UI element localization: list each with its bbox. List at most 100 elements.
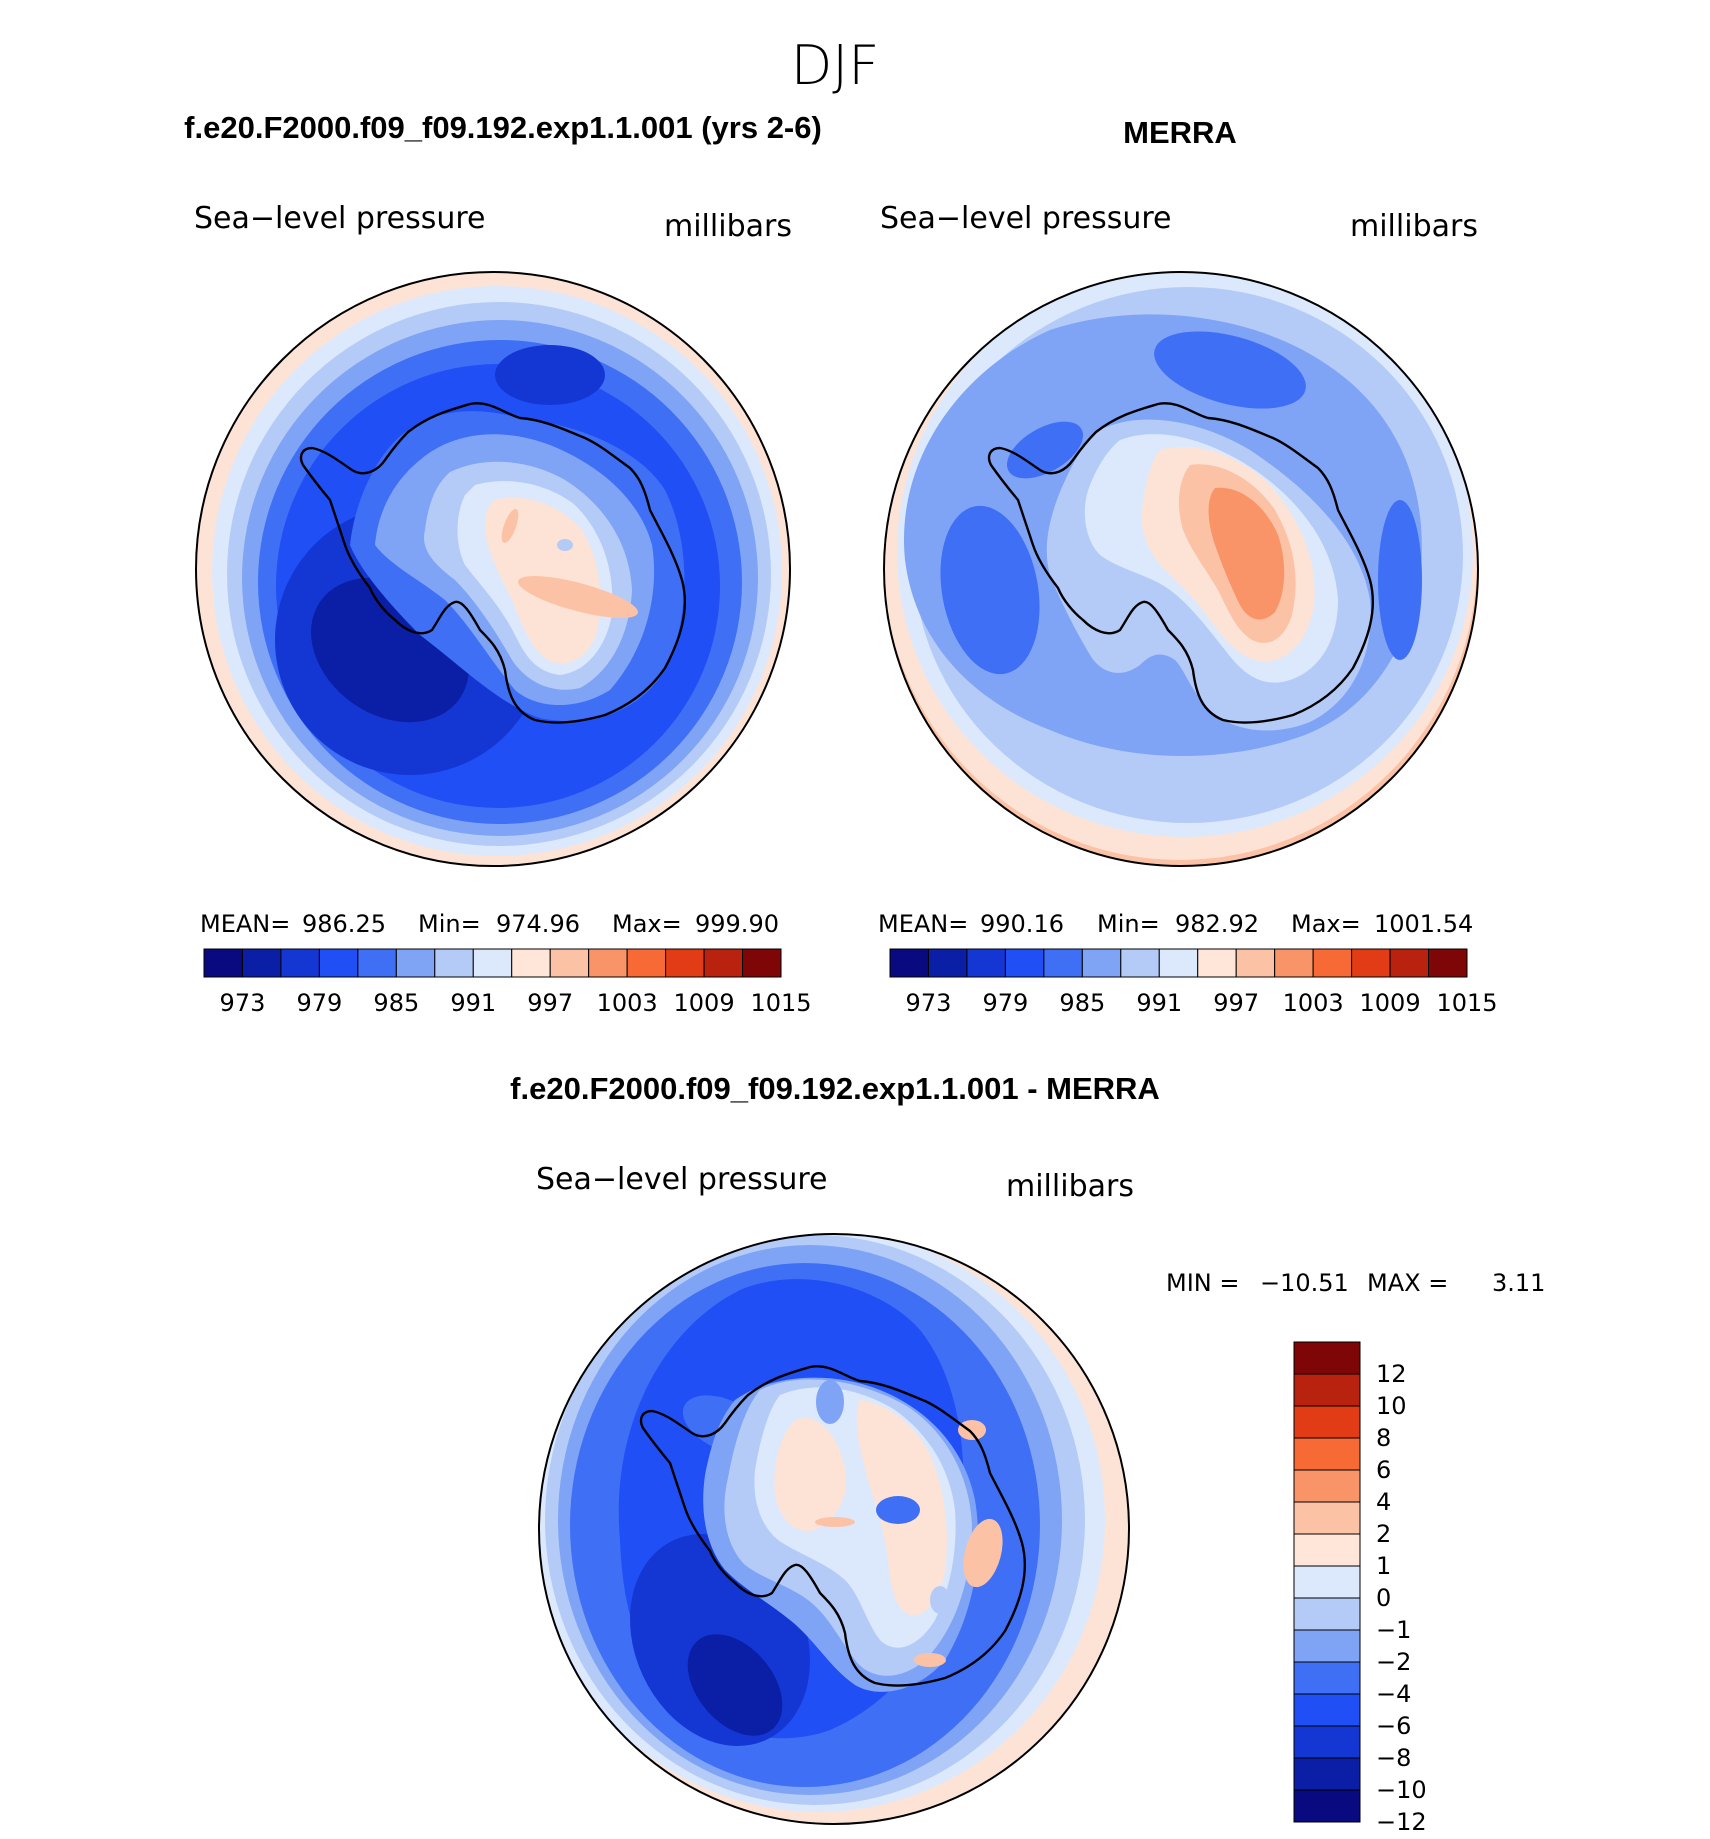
obs-map [884, 272, 1478, 866]
model-map [196, 272, 790, 866]
season-title: DJF [791, 34, 880, 97]
obs-colorbar: 973 979 985 991 997 1003 1009 1015 [889, 948, 1498, 1017]
obs-units-label: millibars [1350, 209, 1478, 244]
diff-colorbar-swatch [1293, 1757, 1361, 1791]
obs-colorbar-tick-label: 973 [906, 989, 952, 1017]
obs-colorbar-tick-label: 991 [1136, 989, 1182, 1017]
model-colorbar: 973 979 985 991 997 1003 1009 1015 [203, 948, 812, 1017]
diff-stats: MIN = −10.51 MAX = 3.11 [1166, 1269, 1545, 1297]
obs-colorbar-swatch [966, 948, 1006, 978]
obs-colorbar-swatch [1158, 948, 1199, 978]
obs-colorbar-swatch [1428, 948, 1468, 978]
model-units-label: millibars [664, 209, 792, 244]
diff-colorbar-swatch [1293, 1565, 1361, 1599]
obs-colorbar-tick-label: 979 [982, 989, 1028, 1017]
diff-colorbar-swatch [1293, 1501, 1361, 1535]
model-colorbar-swatch [626, 948, 667, 978]
diff-colorbar-swatch [1293, 1725, 1361, 1759]
obs-min-label: Min= [1097, 910, 1160, 938]
diff-colorbar-swatch [1293, 1629, 1361, 1663]
model-colorbar-swatch [357, 948, 397, 978]
model-colorbar-tick-label: 1015 [750, 989, 811, 1017]
diff-colorbar-swatch [1293, 1693, 1361, 1727]
model-colorbar-swatch [280, 948, 320, 978]
obs-colorbar-tick-label: 985 [1059, 989, 1105, 1017]
diff-panel-title: f.e20.F2000.f09_f09.192.exp1.1.001 - MER… [510, 1071, 1160, 1106]
model-mean-label: MEAN= [200, 910, 290, 938]
model-max-value: 999.90 [695, 910, 779, 938]
model-colorbar-swatch [588, 948, 628, 978]
diff-colorbar-tick-label: −2 [1376, 1648, 1411, 1676]
model-colorbar-swatch [318, 948, 359, 978]
diff-colorbar-tick-label: 1 [1376, 1552, 1391, 1580]
model-colorbar-swatch [434, 948, 474, 978]
diff-map-border [538, 1233, 1130, 1825]
diff-colorbar-swatch [1293, 1533, 1361, 1567]
model-colorbar-swatch [703, 948, 744, 978]
model-min-value: 974.96 [496, 910, 580, 938]
diff-colorbar-tick-label: 12 [1376, 1360, 1407, 1388]
obs-colorbar-tick-label: 1015 [1436, 989, 1497, 1017]
diff-colorbar-swatch [1293, 1661, 1361, 1695]
model-colorbar-swatch [549, 948, 590, 978]
obs-min-value: 982.92 [1175, 910, 1259, 938]
diff-panel: Sea−level pressure millibars [536, 1162, 1545, 1836]
diff-colorbar-tick-label: 4 [1376, 1488, 1391, 1516]
diff-colorbar-tick-label: −1 [1376, 1616, 1411, 1644]
model-colorbar-swatch [665, 948, 705, 978]
obs-colorbar-swatch [1081, 948, 1122, 978]
diff-colorbar-tick-label: 6 [1376, 1456, 1391, 1484]
obs-colorbar-swatch [1389, 948, 1430, 978]
diff-colorbar-swatch [1293, 1405, 1361, 1439]
diff-colorbar-swatch [1293, 1437, 1361, 1471]
diff-min-value: −10.51 [1260, 1269, 1349, 1297]
model-panel-title: f.e20.F2000.f09_f09.192.exp1.1.001 (yrs … [184, 110, 822, 145]
model-max-label: Max= [612, 910, 682, 938]
obs-map-border [883, 271, 1479, 867]
diff-max-value: 3.11 [1492, 1269, 1545, 1297]
obs-colorbar-swatch [927, 948, 968, 978]
obs-colorbar-swatch [1312, 948, 1353, 978]
model-colorbar-swatch [395, 948, 436, 978]
model-colorbar-swatch [241, 948, 282, 978]
obs-colorbar-swatch [1120, 948, 1160, 978]
obs-mean-label: MEAN= [878, 910, 968, 938]
diff-map [539, 1234, 1129, 1824]
model-colorbar-swatch [511, 948, 551, 978]
obs-stats: MEAN= 990.16 Min= 982.92 Max= 1001.54 [878, 910, 1473, 938]
model-colorbar-tick-label: 997 [527, 989, 573, 1017]
diff-colorbar-tick-label: −10 [1376, 1776, 1427, 1804]
diff-colorbar-tick-label: −12 [1376, 1808, 1427, 1836]
obs-panel-title: MERRA [1123, 115, 1237, 150]
obs-mean-value: 990.16 [980, 910, 1064, 938]
obs-colorbar-swatch [889, 948, 929, 978]
diff-colorbar-tick-label: −8 [1376, 1744, 1411, 1772]
obs-colorbar-swatch [1351, 948, 1391, 978]
diff-colorbar-tick-label: 0 [1376, 1584, 1391, 1612]
obs-colorbar-swatch [1197, 948, 1237, 978]
model-min-label: Min= [418, 910, 481, 938]
diff-colorbar-swatch [1293, 1789, 1361, 1823]
model-colorbar-tick-label: 1003 [597, 989, 658, 1017]
obs-colorbar-swatch [1274, 948, 1314, 978]
obs-colorbar-swatch [1043, 948, 1083, 978]
diff-colorbar-tick-label: 2 [1376, 1520, 1391, 1548]
model-mean-value: 986.25 [302, 910, 386, 938]
diff-colorbar-tick-label: −6 [1376, 1712, 1411, 1740]
model-stats: MEAN= 986.25 Min= 974.96 Max= 999.90 [200, 910, 779, 938]
diff-colorbar-swatch [1293, 1469, 1361, 1503]
diff-colorbar-swatch [1293, 1341, 1361, 1375]
model-colorbar-tick-label: 1009 [674, 989, 735, 1017]
diff-max-label: MAX = [1367, 1269, 1448, 1297]
model-colorbar-swatch [742, 948, 782, 978]
diff-variable-label: Sea−level pressure [536, 1162, 827, 1197]
model-colorbar-swatch [203, 948, 243, 978]
model-variable-label: Sea−level pressure [194, 201, 485, 236]
model-colorbar-swatch [472, 948, 513, 978]
obs-max-value: 1001.54 [1374, 910, 1473, 938]
obs-variable-label: Sea−level pressure [880, 201, 1171, 236]
diff-colorbar-tick-label: 10 [1376, 1392, 1407, 1420]
diff-units-label: millibars [1006, 1169, 1134, 1204]
